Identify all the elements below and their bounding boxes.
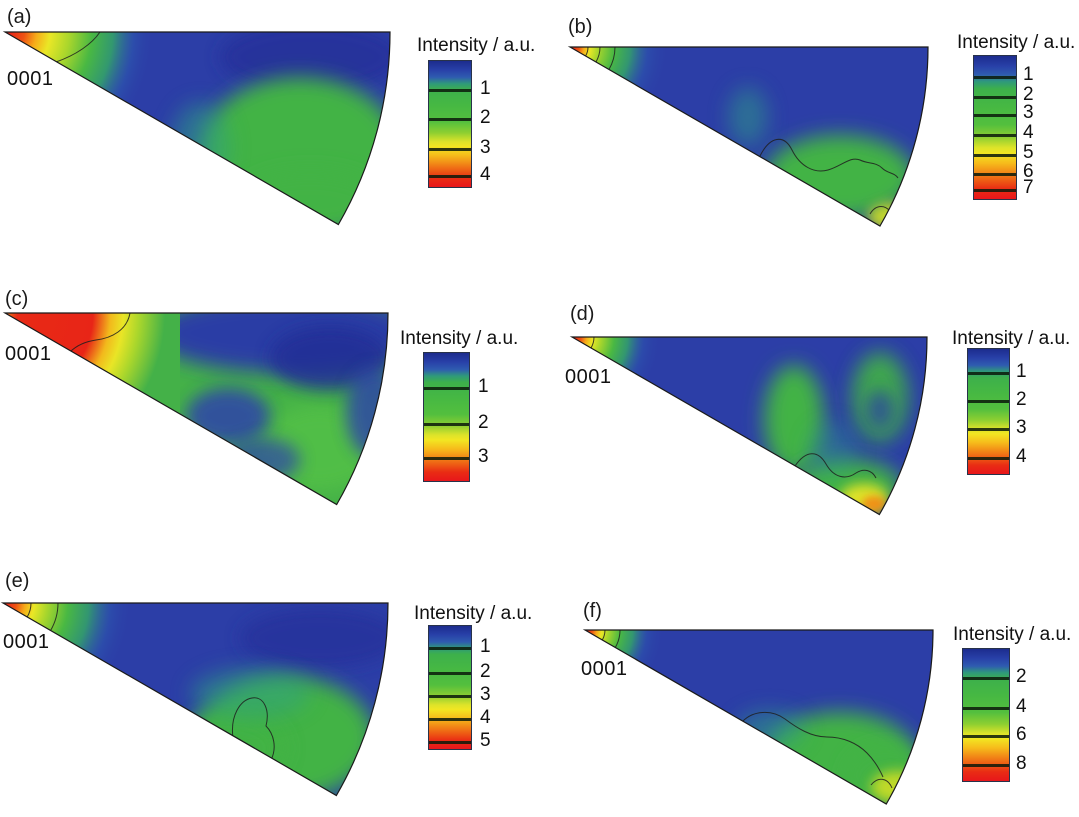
colorbar-tick-label: 5 (480, 730, 491, 751)
colorbar-gradient (428, 625, 472, 750)
colorbar-title: Intensity / a.u. (953, 624, 1072, 645)
pole-0001-label: 0001 (581, 658, 628, 680)
colorbar-tick-label: 2 (1023, 84, 1034, 105)
ipf-wedge-plot-f (582, 629, 934, 805)
ipf-wedge-plot-d (569, 336, 928, 516)
colorbar-tick-line (429, 672, 471, 675)
colorbar-tick-label: 2 (480, 661, 491, 682)
colorbar-tick-line (424, 423, 469, 426)
colorbar-tick-line (974, 96, 1016, 99)
colorbar-tick-line (424, 457, 469, 460)
colorbar-tick-line (429, 175, 471, 178)
colorbar-tick-label: 4 (1023, 122, 1034, 143)
colorbar-tick-label: 1 (478, 376, 489, 397)
panel-letter-label: (f) (583, 600, 602, 622)
pole-0001-label: 0001 (5, 343, 52, 365)
panel-letter-label: (a) (7, 6, 32, 28)
colorbar-tick-line (424, 387, 469, 390)
colorbar-tick-line (968, 457, 1009, 460)
colorbar-tick-line (974, 76, 1016, 79)
colorbar-tick-label: 2 (478, 412, 489, 433)
ipf-wedge-plot-e (0, 602, 389, 797)
colorbar-tick-line (974, 134, 1016, 137)
colorbar-tick-line (963, 707, 1009, 710)
ipf-wedge-plot-c (2, 312, 389, 506)
colorbar-tick-label: 4 (1016, 696, 1027, 717)
colorbar-tick-label: 7 (1023, 177, 1034, 198)
colorbar-tick-label: 3 (1023, 102, 1034, 123)
colorbar-tick-label: 1 (1016, 361, 1027, 382)
colorbar-tick-label: 3 (480, 137, 491, 158)
colorbar-tick-label: 3 (480, 684, 491, 705)
panel-letter-label: (d) (570, 303, 595, 325)
colorbar-gradient (967, 348, 1010, 475)
colorbar-tick-line (429, 695, 471, 698)
colorbar-tick-line (963, 677, 1009, 680)
colorbar-tick-label: 6 (1023, 161, 1034, 182)
colorbar-tick-label: 4 (480, 164, 491, 185)
colorbar-tick-label: 2 (1016, 666, 1027, 687)
colorbar-tick-label: 2 (1016, 389, 1027, 410)
colorbar-gradient (973, 55, 1017, 200)
colorbar-tick-label: 1 (480, 78, 491, 99)
ipf-wedge-plot-b (567, 46, 929, 227)
colorbar-tick-label: 1 (480, 636, 491, 657)
colorbar-tick-line (429, 118, 471, 121)
colorbar-tick-label: 2 (480, 107, 491, 128)
colorbar-gradient (428, 60, 472, 188)
colorbar-tick-line (974, 173, 1016, 176)
colorbar-tick-line (429, 148, 471, 151)
colorbar-tick-label: 4 (1016, 446, 1027, 467)
colorbar-tick-label: 3 (478, 446, 489, 467)
colorbar-title: Intensity / a.u. (414, 603, 533, 624)
pole-0001-label: 0001 (565, 366, 612, 388)
colorbar-tick-line (968, 400, 1009, 403)
colorbar-gradient (962, 648, 1010, 782)
colorbar-tick-line (974, 154, 1016, 157)
panel-letter-label: (e) (5, 570, 30, 592)
colorbar-tick-line (429, 718, 471, 721)
colorbar-tick-line (963, 764, 1009, 767)
ipf-wedge-plot-a (2, 31, 391, 226)
colorbar-title: Intensity / a.u. (400, 328, 519, 349)
colorbar-tick-line (963, 735, 1009, 738)
colorbar-tick-label: 8 (1016, 753, 1027, 774)
colorbar-tick-line (968, 372, 1009, 375)
colorbar-tick-label: 3 (1016, 417, 1027, 438)
colorbar-title: Intensity / a.u. (952, 328, 1071, 349)
colorbar-tick-line (429, 89, 471, 92)
colorbar-tick-line (429, 647, 471, 650)
colorbar-tick-label: 6 (1016, 724, 1027, 745)
colorbar-tick-label: 4 (480, 707, 491, 728)
pole-0001-label: 0001 (3, 631, 50, 653)
panel-letter-label: (b) (568, 16, 593, 38)
colorbar-gradient (423, 352, 470, 482)
colorbar-tick-line (429, 741, 471, 744)
panel-letter-label: (c) (5, 288, 29, 310)
colorbar-tick-label: 1 (1023, 64, 1034, 85)
colorbar-title: Intensity / a.u. (417, 35, 536, 56)
colorbar-title: Intensity / a.u. (957, 32, 1076, 53)
colorbar-tick-line (968, 428, 1009, 431)
pole-0001-label: 0001 (7, 68, 54, 90)
colorbar-tick-label: 5 (1023, 142, 1034, 163)
colorbar-tick-line (974, 114, 1016, 117)
colorbar-tick-line (974, 189, 1016, 192)
